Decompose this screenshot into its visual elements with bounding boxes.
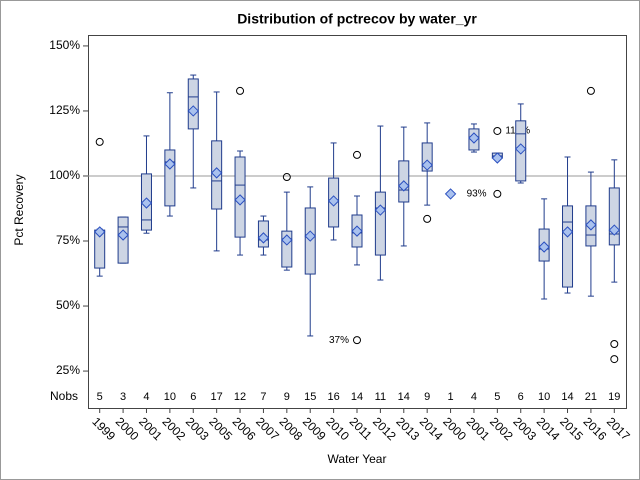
nobs-value: 12 (234, 391, 246, 403)
outlier (610, 355, 619, 364)
outlier (282, 173, 291, 182)
outlier (610, 340, 619, 349)
outlier (586, 86, 595, 95)
x-axis-label: Water Year (328, 452, 387, 466)
nobs-value: 14 (398, 391, 410, 403)
mean-marker (444, 188, 457, 200)
nobs-value: 3 (120, 391, 126, 403)
nobs-value: 5 (97, 391, 103, 403)
box (562, 205, 574, 288)
nobs-value: 19 (608, 391, 620, 403)
nobs-value: 5 (494, 391, 500, 403)
nobs-value: 10 (538, 391, 550, 403)
mean-marker (117, 229, 129, 241)
outlier (95, 137, 104, 146)
mean-marker (515, 143, 527, 155)
y-tick-label: 25% (56, 363, 80, 377)
mean-marker (281, 234, 293, 246)
y-tick-label: 50% (56, 298, 80, 312)
mean-marker (210, 167, 223, 179)
box (421, 142, 433, 172)
box (281, 230, 293, 268)
box (164, 149, 176, 207)
mean-marker (257, 232, 270, 244)
mean-marker (140, 197, 153, 209)
nobs-label: Nobs (50, 389, 78, 403)
outlier (493, 126, 502, 135)
outlier (353, 150, 361, 159)
y-tick-label: 125% (49, 103, 80, 117)
box (608, 187, 620, 246)
mean-marker (304, 230, 316, 242)
mean-marker (93, 226, 106, 238)
nobs-value: 21 (585, 391, 597, 403)
nobs-value: 15 (304, 391, 316, 403)
mean-marker (398, 180, 410, 192)
mean-marker (327, 195, 340, 207)
nobs-value: 11 (375, 391, 386, 403)
nobs-value: 14 (561, 391, 573, 403)
outlier (353, 336, 361, 345)
nobs-value: 7 (260, 391, 266, 403)
y-tick-label: 150% (49, 38, 80, 52)
y-tick-label: 100% (49, 168, 80, 182)
mean-marker (351, 225, 363, 237)
outlier (236, 86, 245, 95)
mean-marker (374, 204, 387, 216)
outlier (493, 189, 502, 198)
mean-label: 93% (467, 189, 487, 200)
nobs-value: 10 (164, 391, 176, 403)
y-axis-label: Pct Recovery (12, 174, 26, 245)
y-tick-label: 75% (56, 233, 80, 247)
nobs-value: 16 (327, 391, 339, 403)
outlier-label: 37% (329, 335, 349, 346)
outlier (423, 214, 432, 223)
nobs-value: 1 (448, 391, 454, 403)
box (187, 78, 199, 130)
mean-marker (538, 241, 550, 253)
mean-marker (187, 105, 199, 117)
chart-title: Distribution of pctrecov by water_yr (237, 11, 477, 27)
nobs-value: 9 (284, 391, 290, 403)
box (374, 191, 386, 256)
mean-marker (234, 194, 246, 206)
mean-marker (164, 158, 176, 170)
mean-marker (561, 226, 574, 238)
nobs-value: 4 (471, 391, 477, 403)
nobs-value: 6 (518, 391, 524, 403)
nobs-value: 4 (143, 391, 149, 403)
mean-marker (608, 224, 621, 236)
nobs-value: 9 (424, 391, 430, 403)
mean-marker (468, 132, 480, 144)
mean-marker (421, 159, 433, 171)
mean-marker (491, 152, 504, 164)
nobs-value: 6 (190, 391, 196, 403)
nobs-value: 17 (211, 391, 223, 403)
nobs-value: 14 (351, 391, 363, 403)
mean-marker (585, 219, 597, 231)
